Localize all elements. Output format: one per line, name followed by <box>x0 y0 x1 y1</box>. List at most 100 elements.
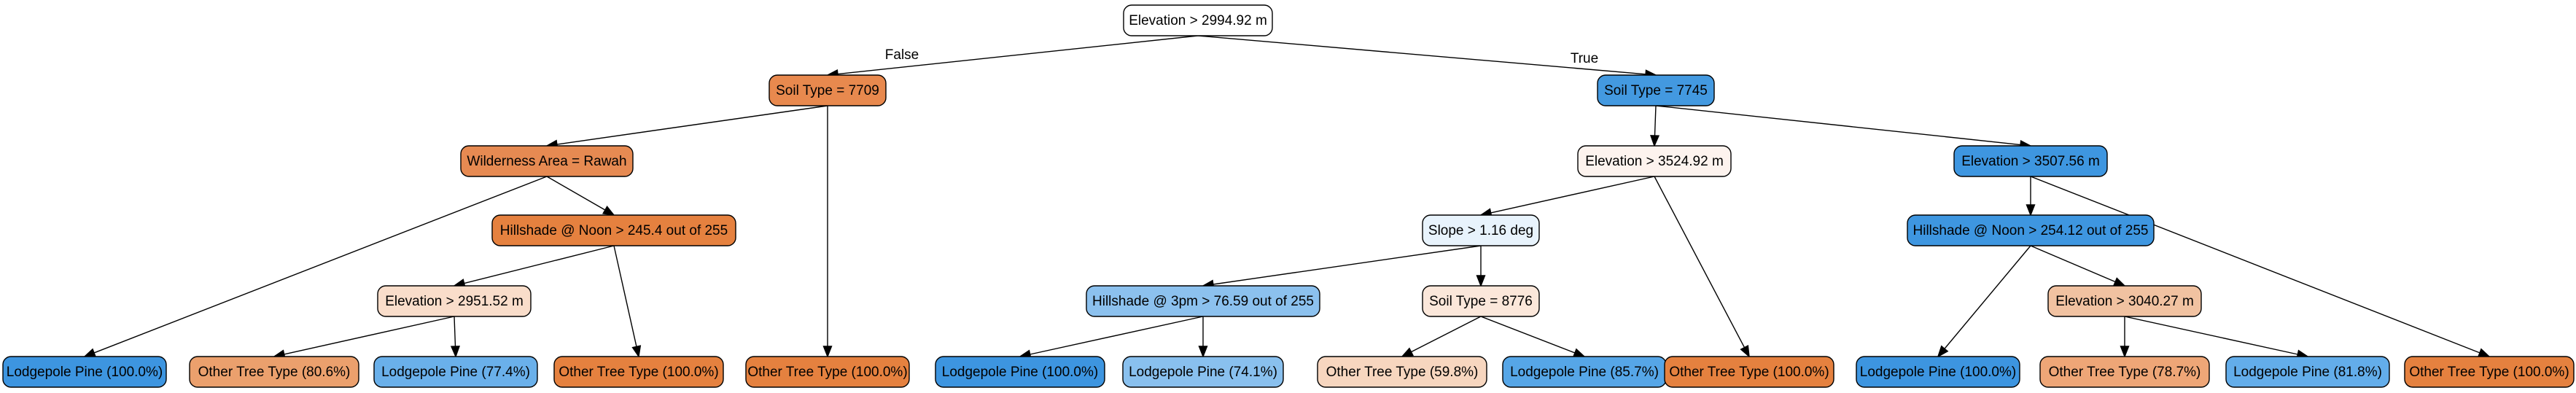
arrowhead-n6-n22 <box>1740 344 1750 358</box>
tree-node-other-tree-type-100-0: Other Tree Type (100.0%) <box>1664 356 1834 388</box>
arrowhead-n12-n20 <box>1401 347 1415 357</box>
node-label: Lodgepole Pine (100.0%) <box>942 365 1098 380</box>
arrowhead-n3-n14 <box>83 348 97 357</box>
node-label: Wilderness Area = Rawah <box>467 154 626 169</box>
node-label: Other Tree Type (78.7%) <box>2049 365 2201 380</box>
tree-node-elevation-3507-56-m: Elevation > 3507.56 m <box>1953 145 2108 177</box>
tree-node-lodgepole-pine-77-4: Lodgepole Pine (77.4%) <box>373 356 538 388</box>
tree-node-elevation-2994-92-m: Elevation > 2994.92 m <box>1123 4 1273 36</box>
node-label: Other Tree Type (100.0%) <box>2409 365 2569 380</box>
edge-n7-n26 <box>2030 176 2480 354</box>
arrowhead-n2-n6 <box>1650 135 1660 147</box>
node-label: Lodgepole Pine (100.0%) <box>1860 365 2016 380</box>
tree-node-lodgepole-pine-100-0: Lodgepole Pine (100.0%) <box>935 356 1105 388</box>
node-box <box>1122 356 1284 388</box>
tree-node-other-tree-type-100-0: Other Tree Type (100.0%) <box>2404 356 2575 388</box>
node-box <box>1664 356 1834 388</box>
edge-n3-n14 <box>93 176 548 354</box>
arrowhead-n1-n18 <box>822 346 833 358</box>
tree-node-lodgepole-pine-100-0: Lodgepole Pine (100.0%) <box>2 356 167 388</box>
node-box <box>745 356 910 388</box>
tree-node-other-tree-type-80-6: Other Tree Type (80.6%) <box>189 356 359 388</box>
tree-node-lodgepole-pine-85-7: Lodgepole Pine (85.7%) <box>1502 356 1667 388</box>
node-label: Lodgepole Pine (85.7%) <box>1510 365 1659 380</box>
edge-n10-n16 <box>454 316 456 347</box>
tree-node-other-tree-type-100-0: Other Tree Type (100.0%) <box>553 356 724 388</box>
node-label: Hillshade @ 3pm > 76.59 out of 255 <box>1092 294 1314 309</box>
node-label: Lodgepole Pine (100.0%) <box>7 365 163 380</box>
node-label: Elevation > 3524.92 m <box>1585 154 1724 169</box>
arrowhead-n3-n5 <box>602 206 615 216</box>
node-label: Other Tree Type (59.8%) <box>1326 365 1479 380</box>
arrowhead-n13-n24 <box>2120 346 2130 358</box>
edge-n2-n7 <box>1655 105 2021 146</box>
tree-node-soil-type-7745: Soil Type = 7745 <box>1597 74 1715 106</box>
node-box <box>189 356 359 388</box>
node-box <box>1317 356 1487 388</box>
node-layer: Elevation > 2994.92 m Soil Type = 7709 Soi… <box>2 4 2575 388</box>
edge-n0-n2 <box>1197 35 1646 75</box>
edge-n5-n17 <box>613 245 637 347</box>
arrowhead-n9-n23 <box>1937 345 1949 358</box>
tree-node-lodgepole-pine-100-0: Lodgepole Pine (100.0%) <box>1856 356 2020 388</box>
node-box <box>1907 214 2155 246</box>
node-label: Elevation > 2951.52 m <box>385 294 524 309</box>
tree-node-other-tree-type-78-7: Other Tree Type (78.7%) <box>2039 356 2210 388</box>
edge-layer: False True <box>83 35 2491 359</box>
edge-n9-n13 <box>2030 245 2116 283</box>
node-label: Other Tree Type (80.6%) <box>198 365 351 380</box>
node-label: Elevation > 3040.27 m <box>2055 294 2194 309</box>
node-label: Lodgepole Pine (81.8%) <box>2233 365 2382 380</box>
edge-n11-n4 <box>1030 316 1204 355</box>
tree-node-wilderness-area-rawah: Wilderness Area = Rawah <box>460 145 634 177</box>
node-label: Slope > 1.16 deg <box>1428 223 1533 238</box>
node-box <box>1086 285 1320 317</box>
node-label: Elevation > 3507.56 m <box>1961 154 2100 169</box>
tree-node-hillshade-noon-254-12-out-of-255: Hillshade @ Noon > 254.12 out of 255 <box>1907 214 2155 246</box>
arrowhead-n11-n19 <box>1198 346 1208 358</box>
arrowhead-n7-n26 <box>2477 348 2491 357</box>
arrowhead-n5-n17 <box>631 345 642 358</box>
node-box <box>1422 214 1540 246</box>
edge-n12-n20 <box>1411 316 1482 353</box>
node-box <box>1856 356 2020 388</box>
arrowhead-n7-n9 <box>2026 204 2036 217</box>
tree-node-other-tree-type-100-0: Other Tree Type (100.0%) <box>745 356 910 388</box>
node-label: Other Tree Type (100.0%) <box>1669 365 1829 380</box>
edge-n1-n3 <box>556 105 828 145</box>
tree-node-elevation-2951-52-m: Elevation > 2951.52 m <box>377 285 532 317</box>
node-box <box>491 214 736 246</box>
tree-node-lodgepole-pine-74-1: Lodgepole Pine (74.1%) <box>1122 356 1284 388</box>
node-box <box>2404 356 2575 388</box>
edge-n10-n15 <box>284 316 455 355</box>
node-label: Hillshade @ Noon > 254.12 out of 255 <box>1913 223 2149 238</box>
node-label: Soil Type = 7709 <box>776 83 879 98</box>
edge-n6-n8 <box>1490 176 1655 214</box>
edge-label-false: False <box>885 47 919 63</box>
node-label: Soil Type = 8776 <box>1429 294 1533 309</box>
node-label: Elevation > 2994.92 m <box>1129 13 1267 28</box>
tree-node-elevation-3040-27-m: Elevation > 3040.27 m <box>2047 285 2202 317</box>
node-box <box>377 285 532 317</box>
node-box <box>768 74 887 106</box>
edge-n3-n5 <box>546 176 606 211</box>
node-box <box>373 356 538 388</box>
tree-node-other-tree-type-59-8: Other Tree Type (59.8%) <box>1317 356 1487 388</box>
node-box <box>2047 285 2202 317</box>
node-label: Hillshade @ Noon > 245.4 out of 255 <box>500 223 728 238</box>
node-box <box>1577 145 1732 177</box>
arrowhead-n8-n12 <box>1476 275 1486 287</box>
tree-node-hillshade-noon-245-4-out-of-255: Hillshade @ Noon > 245.4 out of 255 <box>491 214 736 246</box>
tree-node-lodgepole-pine-81-8: Lodgepole Pine (81.8%) <box>2225 356 2390 388</box>
node-label: Lodgepole Pine (74.1%) <box>1129 365 1277 380</box>
edge-n6-n22 <box>1654 176 1746 348</box>
edge-n5-n10 <box>464 245 615 284</box>
tree-node-slope-1-16-deg: Slope > 1.16 deg <box>1422 214 1540 246</box>
edge-n13-n25 <box>2124 316 2298 355</box>
node-label: Lodgepole Pine (77.4%) <box>381 365 530 380</box>
node-label: Soil Type = 7745 <box>1604 83 1708 98</box>
node-box <box>1422 285 1540 317</box>
node-box <box>2039 356 2210 388</box>
arrowhead-n12-n21 <box>1572 348 1586 357</box>
